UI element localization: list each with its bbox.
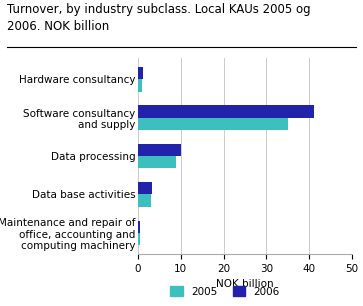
Legend: 2005, 2006: 2005, 2006 [166, 282, 284, 301]
Bar [138, 79, 142, 91]
Bar [138, 221, 140, 233]
X-axis label: NOK billion: NOK billion [216, 279, 274, 289]
Text: Turnover, by industry subclass. Local KAUs 2005 og
2006. NOK billion: Turnover, by industry subclass. Local KA… [7, 3, 311, 33]
Bar [138, 144, 181, 156]
Bar [138, 67, 143, 79]
Bar [138, 105, 314, 118]
Bar [138, 156, 176, 168]
Bar [138, 118, 288, 130]
Bar [138, 182, 152, 194]
Bar [138, 233, 140, 245]
Bar [138, 194, 151, 207]
